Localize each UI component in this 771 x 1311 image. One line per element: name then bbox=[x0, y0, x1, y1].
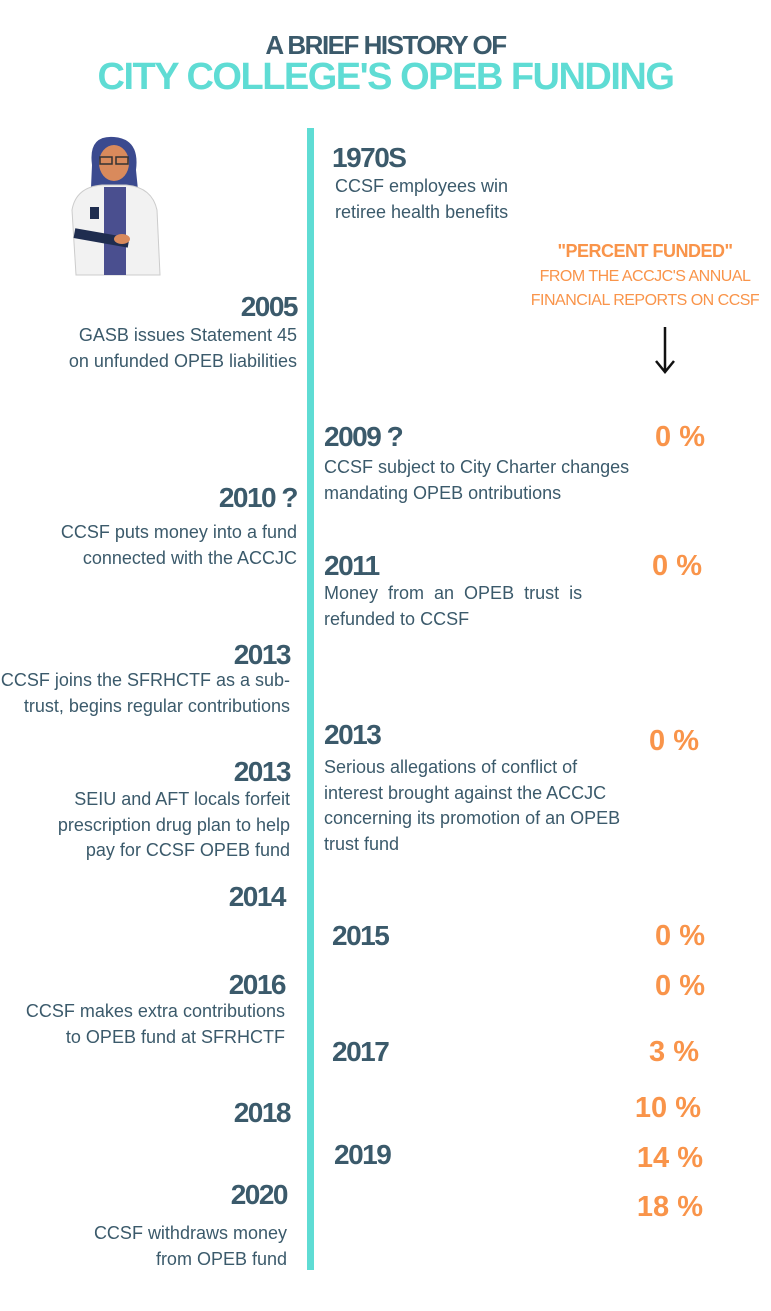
percent-value: 10 % bbox=[634, 1092, 701, 1124]
event-year: 2017 bbox=[332, 1036, 390, 1067]
event-year: 1970S bbox=[332, 142, 407, 173]
event-year: 2020 bbox=[230, 1179, 289, 1210]
event-text: GASB issues Statement 45 on unfunded OPEB… bbox=[68, 325, 297, 371]
percent-value: 0 % bbox=[655, 920, 705, 952]
percent-value: 3 % bbox=[649, 1036, 699, 1068]
event-text: CCSF withdraws money from OPEB fund bbox=[93, 1223, 287, 1269]
event-text: Serious allegations of conflict of intere… bbox=[324, 757, 621, 854]
event-year: 2013 bbox=[233, 639, 292, 670]
percent-value: 0 % bbox=[655, 421, 705, 453]
percent-value: 0 % bbox=[655, 970, 705, 1002]
note-line-1: FROM THE ACCJC'S ANNUAL bbox=[539, 268, 751, 285]
timeline-line bbox=[307, 128, 314, 1270]
title-line-1: A BRIEF HISTORY OF bbox=[265, 30, 507, 60]
note-line-2: FINANCIAL REPORTS ON CCSF bbox=[530, 292, 760, 309]
percent-value: 0 % bbox=[652, 550, 702, 582]
event-text: SEIU and AFT locals forfeit prescription … bbox=[57, 789, 290, 860]
event-text: CCSF puts money into a fund connected wit… bbox=[60, 522, 297, 568]
event-year: 2016 bbox=[228, 969, 287, 1000]
percent-value: 18 % bbox=[636, 1191, 703, 1223]
note-heading: "PERCENT FUNDED" bbox=[557, 241, 733, 261]
event-year: 2019 bbox=[334, 1139, 392, 1170]
event-year: 2011 bbox=[324, 550, 380, 581]
event-year: 2010 ? bbox=[218, 482, 299, 513]
title-line-2: CITY COLLEGE'S OPEB FUNDING bbox=[97, 56, 675, 98]
percent-value: 14 % bbox=[636, 1142, 703, 1174]
event-text: CCSF employees win retiree health benefit… bbox=[335, 176, 509, 222]
event-year: 2015 bbox=[332, 920, 390, 951]
arrow-down-icon bbox=[655, 327, 675, 374]
event-year: 2013 bbox=[233, 756, 292, 787]
event-year: 2009 ? bbox=[324, 421, 404, 452]
doctor-illustration bbox=[71, 136, 161, 276]
event-text: CCSF makes extra contributions to OPEB fu… bbox=[25, 1001, 285, 1047]
event-year: 2018 bbox=[233, 1097, 292, 1128]
event-year: 2014 bbox=[228, 881, 287, 912]
event-year: 2013 bbox=[324, 719, 382, 750]
percent-funded-note: "PERCENT FUNDED" FROM THE ACCJC'S ANNUAL… bbox=[520, 241, 770, 310]
event-year: 2005 bbox=[240, 291, 299, 322]
event-text: CCSF subject to City Charter changes mand… bbox=[324, 457, 630, 503]
percent-value: 0 % bbox=[649, 725, 699, 757]
event-text: CCSF joins the SFRHCTF as a sub-trust, b… bbox=[0, 670, 290, 716]
event-text: Money from an OPEB trust is refunded to C… bbox=[324, 583, 583, 629]
